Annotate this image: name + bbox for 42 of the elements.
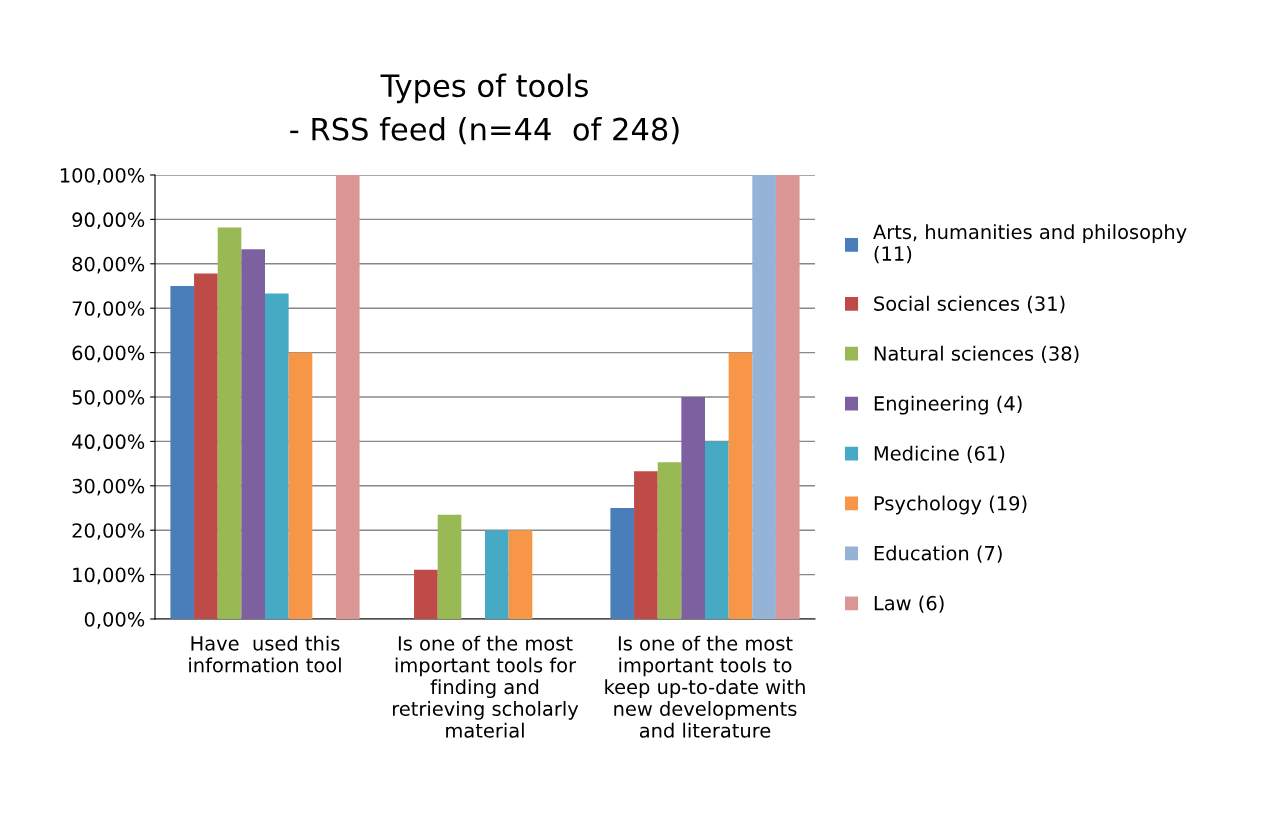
x-tick-label: Is one of the most important tools for finding and retrieving scholarly material: [393, 635, 579, 738]
y-tick-label: 40,00%: [72, 434, 145, 452]
bar: [728, 352, 753, 619]
bar: [288, 352, 313, 619]
x-tick-label: Is one of the most important tools to keep up-to-date with new developments and literature: [605, 635, 805, 738]
legend-label: Arts, humanities and philosophy (11): [873, 224, 1187, 264]
y-tick-label: 50,00%: [72, 389, 145, 407]
bar: [681, 397, 705, 619]
bar: [752, 175, 776, 619]
x-tick-label: Have used this information tool: [189, 635, 341, 673]
bar: [194, 273, 218, 619]
y-tick-label: 70,00%: [72, 301, 145, 318]
legend-label: Law (6): [874, 595, 944, 613]
bar: [414, 569, 438, 619]
bar: [437, 514, 462, 619]
y-tick-label: 80,00%: [72, 256, 145, 274]
y-tick-label: 90,00%: [72, 212, 145, 230]
bar: [634, 471, 658, 619]
legend-label: Education (7): [874, 545, 1002, 563]
bar: [241, 249, 265, 619]
legend-label: Psychology (19): [874, 495, 1027, 515]
bar: [170, 286, 195, 619]
y-tick-label: 30,00%: [72, 478, 145, 496]
legend-label: Natural sciences (38): [874, 345, 1079, 364]
bar: [705, 441, 729, 619]
y-tick-label: 10,00%: [73, 567, 145, 585]
y-tick-label: 100,00%: [60, 167, 145, 185]
bar: [610, 508, 635, 619]
bar: [775, 175, 800, 619]
y-tick-label: 60,00%: [72, 345, 145, 363]
bar: [217, 227, 242, 619]
legend-label: Social sciences (31): [874, 295, 1065, 314]
legend-label: Engineering (4): [874, 395, 1022, 415]
chart-title: Types of tools - RSS feed (n=44 of 248): [290, 73, 679, 145]
y-tick-label: 0,00%: [84, 611, 145, 629]
bar: [657, 462, 682, 619]
bar: [508, 530, 533, 619]
bar: [335, 175, 360, 619]
legend-label: Medicine (61): [874, 445, 1005, 463]
bar: [265, 293, 289, 619]
y-tick-label: 20,00%: [72, 523, 145, 540]
bar: [485, 530, 509, 619]
